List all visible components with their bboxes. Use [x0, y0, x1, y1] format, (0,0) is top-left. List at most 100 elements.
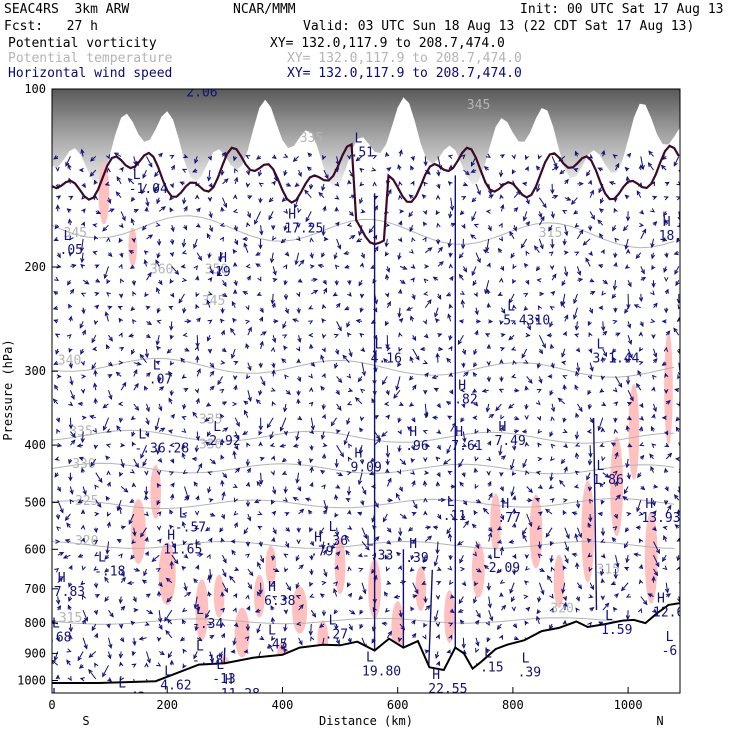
wind-arrowhead: [292, 157, 298, 162]
wind-vector: [218, 252, 223, 261]
extremum-value: -.36.28: [134, 442, 189, 457]
wind-arrowhead: [145, 420, 150, 426]
wind-vector: [589, 582, 594, 590]
wind-arrowhead: [220, 360, 226, 365]
wind-arrowhead: [197, 255, 202, 262]
wind-arrowhead: [221, 151, 227, 157]
wind-arrowhead: [410, 555, 415, 561]
wind-arrowhead: [106, 167, 111, 173]
wind-arrowhead: [653, 302, 658, 308]
wind-arrowhead: [498, 634, 503, 640]
wind-arrowhead: [56, 605, 62, 611]
wind-arrowhead: [230, 649, 236, 654]
wind-arrowhead: [233, 375, 238, 381]
wind-vector: [166, 596, 173, 603]
wind-vector: [462, 431, 466, 442]
wind-arrowhead: [232, 607, 237, 613]
wind-arrowhead: [549, 390, 554, 396]
wind-vector: [446, 444, 452, 454]
extremum-value: .45: [264, 638, 287, 653]
wind-vector: [183, 238, 185, 247]
wind-arrowhead: [486, 361, 491, 367]
wind-vector: [206, 300, 211, 308]
wind-vector: [193, 238, 198, 249]
wind-arrowhead: [107, 305, 113, 310]
wind-arrowhead: [322, 303, 327, 310]
wind-arrowhead: [424, 264, 430, 269]
wind-arrowhead: [538, 213, 543, 219]
wind-arrowhead: [388, 498, 394, 503]
wind-arrowhead: [258, 479, 264, 485]
wind-arrowhead: [283, 345, 288, 351]
wind-arrowhead: [119, 166, 124, 172]
wind-arrowhead: [323, 287, 327, 293]
wind-arrowhead: [129, 264, 135, 269]
wind-vector: [458, 458, 464, 468]
wind-arrowhead: [54, 276, 60, 282]
wind-arrowhead: [156, 590, 162, 596]
wind-arrowhead: [333, 588, 338, 594]
wind-arrowhead: [77, 656, 82, 662]
wind-arrowhead: [436, 429, 442, 434]
wind-arrowhead: [637, 473, 642, 479]
wind-arrowhead: [562, 375, 568, 380]
wind-arrowhead: [400, 279, 406, 285]
wind-arrowhead: [106, 481, 111, 487]
wind-arrowhead: [219, 413, 225, 419]
wind-vector: [412, 582, 419, 594]
wind-arrowhead: [510, 374, 517, 379]
wind-vector: [520, 238, 528, 248]
wind-arrowhead: [597, 426, 602, 432]
extremum-marker: L: [196, 603, 204, 618]
wind-arrowhead: [471, 216, 476, 222]
wind-arrowhead: [613, 401, 619, 407]
x-tick-label: 200: [156, 698, 178, 712]
wind-vector: [247, 582, 252, 589]
wind-vector: [598, 417, 604, 431]
wind-vector: [395, 493, 401, 501]
wind-arrowhead: [612, 387, 618, 393]
wind-arrowhead: [638, 511, 644, 516]
wind-arrowhead: [610, 581, 616, 585]
wind-arrowhead: [487, 554, 492, 560]
legend-horizontal-wind-speed: Horizontal wind speed: [8, 66, 173, 81]
wind-arrowhead: [119, 661, 124, 667]
wind-arrowhead: [122, 381, 127, 387]
wind-arrowhead: [497, 247, 503, 253]
x-tick-label: 0: [48, 698, 55, 712]
extremum-value: 4.62: [160, 678, 191, 693]
wind-arrowhead: [222, 473, 228, 479]
wind-arrowhead: [485, 153, 491, 158]
wind-arrowhead: [485, 209, 491, 214]
wind-arrowhead: [354, 396, 360, 402]
wind-arrowhead: [117, 401, 123, 407]
wind-arrowhead: [636, 190, 641, 196]
wind-vector: [475, 252, 481, 263]
wind-arrowhead: [499, 319, 504, 326]
wind-arrowhead: [383, 358, 388, 363]
wind-vector: [142, 169, 147, 179]
wind-arrowhead: [205, 526, 211, 532]
wind-arrowhead: [127, 177, 133, 183]
wind-vector: [522, 534, 528, 542]
wind-arrowhead: [464, 520, 470, 526]
wind-arrowhead: [350, 610, 356, 615]
wind-vector: [662, 554, 667, 562]
wind-vector: [564, 555, 569, 563]
wind-vector: [359, 445, 363, 454]
y-tick-label: 400: [24, 438, 46, 452]
wind-arrowhead: [608, 181, 615, 186]
wind-arrowhead: [118, 238, 123, 244]
wind-arrowhead: [589, 189, 594, 195]
wind-arrowhead: [156, 511, 162, 517]
wind-arrowhead: [220, 329, 225, 335]
wind-arrowhead: [397, 288, 403, 294]
wind-arrowhead: [675, 416, 680, 422]
extremum-marker: H: [314, 531, 322, 546]
wind-arrowhead: [186, 319, 192, 324]
wind-arrowhead: [323, 236, 329, 242]
wind-arrowhead: [525, 250, 530, 256]
wind-arrowhead: [66, 659, 71, 665]
wind-arrowhead: [435, 481, 441, 487]
wind-arrowhead: [94, 264, 100, 269]
